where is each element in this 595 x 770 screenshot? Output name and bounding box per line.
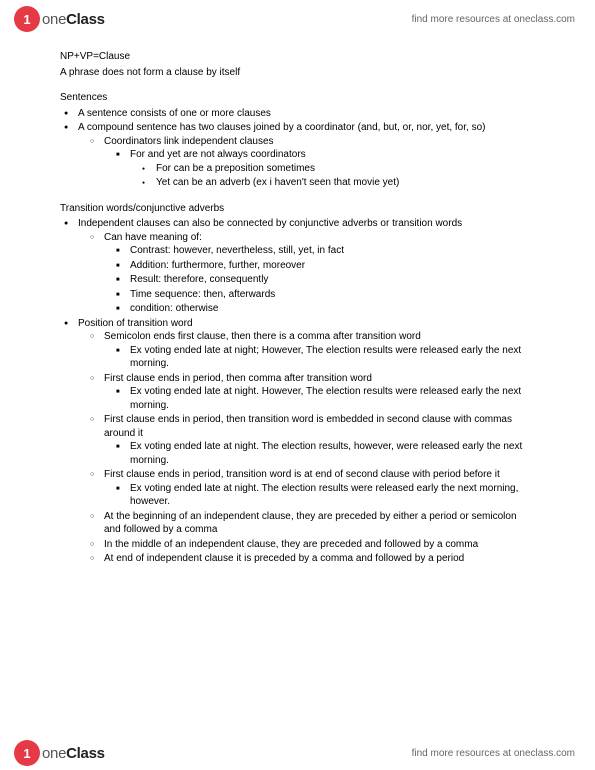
list-text: Ex voting ended late at night. However, … [130,386,521,411]
list-text: A sentence consists of one or more claus… [78,108,271,119]
list-item: Time sequence: then, afterwards [130,288,535,302]
list-text: A compound sentence has two clauses join… [78,122,485,133]
list-item: A sentence consists of one or more claus… [78,107,535,121]
list-text: First clause ends in period, then comma … [104,373,372,384]
list-item: Ex voting ended late at night; However, … [130,344,535,371]
find-more-link-top[interactable]: find more resources at oneclass.com [412,14,575,25]
list-item: In the middle of an independent clause, … [104,538,535,552]
brand-logo-circle: 1 [14,6,40,32]
brand-logo-circle: 1 [14,740,40,766]
list-item: A compound sentence has two clauses join… [78,121,535,190]
find-more-link-bottom[interactable]: find more resources at oneclass.com [412,748,575,759]
list-item: Addition: furthermore, further, moreover [130,259,535,273]
list-text: At the beginning of an independent claus… [104,511,517,536]
list-text: Independent clauses can also be connecte… [78,218,462,229]
list-text: Yet can be an adverb (ex i haven't seen … [156,177,399,188]
page-footer: 1 oneClass find more resources at onecla… [0,734,595,770]
list-text: Contrast: however, nevertheless, still, … [130,245,344,256]
list-text: Ex voting ended late at night. The elect… [130,483,518,508]
list-text: First clause ends in period, then transi… [104,414,512,439]
list-item: Semicolon ends first clause, then there … [104,330,535,371]
list-item: At end of independent clause it is prece… [104,552,535,566]
list-text: Semicolon ends first clause, then there … [104,331,421,342]
list-text: Ex voting ended late at night. The elect… [130,441,522,466]
list-text: Position of transition word [78,318,193,329]
brand-circle-text: 1 [23,746,30,761]
list-item: Contrast: however, nevertheless, still, … [130,244,535,258]
list-text: condition: otherwise [130,303,218,314]
brand-logo: 1 oneClass [14,6,105,32]
list-item: Yet can be an adverb (ex i haven't seen … [156,176,535,190]
list-text: First clause ends in period, transition … [104,469,500,480]
page-header: 1 oneClass find more resources at onecla… [0,0,595,36]
list-item: At the beginning of an independent claus… [104,510,535,537]
section-sentences-heading: Sentences [60,91,535,105]
list-item: condition: otherwise [130,302,535,316]
list-item: Coordinators link independent clauses Fo… [104,135,535,190]
intro-line-1: NP+VP=Clause [60,50,535,64]
list-item: First clause ends in period, transition … [104,468,535,509]
list-item: For and yet are not always coordinators … [130,148,535,190]
transition-list: Independent clauses can also be connecte… [60,217,535,566]
list-item: Ex voting ended late at night. However, … [130,385,535,412]
list-item: Can have meaning of: Contrast: however, … [104,231,535,316]
list-text: At end of independent clause it is prece… [104,553,464,564]
list-text: Time sequence: then, afterwards [130,289,275,300]
brand-logo-footer: 1 oneClass [14,740,105,766]
list-text: Ex voting ended late at night; However, … [130,345,521,370]
list-text: Coordinators link independent clauses [104,136,274,147]
intro-line-2: A phrase does not form a clause by itsel… [60,66,535,80]
list-item: First clause ends in period, then transi… [104,413,535,467]
list-text: Addition: furthermore, further, moreover [130,260,305,271]
sentences-list: A sentence consists of one or more claus… [60,107,535,190]
list-text: Result: therefore, consequently [130,274,268,285]
list-item: For can be a preposition sometimes [156,162,535,176]
brand-logo-text: oneClass [42,11,105,28]
list-item: Ex voting ended late at night. The elect… [130,482,535,509]
brand-text-bold: Class [66,745,105,762]
brand-circle-text: 1 [23,12,30,27]
list-item: Result: therefore, consequently [130,273,535,287]
list-text: For and yet are not always coordinators [130,149,306,160]
list-item: First clause ends in period, then comma … [104,372,535,413]
document-body: NP+VP=Clause A phrase does not form a cl… [0,36,595,647]
list-item: Independent clauses can also be connecte… [78,217,535,316]
brand-logo-text: oneClass [42,745,105,762]
list-item: Ex voting ended late at night. The elect… [130,440,535,467]
list-text: In the middle of an independent clause, … [104,539,478,550]
brand-text-light: one [42,11,66,28]
brand-text-bold: Class [66,11,105,28]
list-text: For can be a preposition sometimes [156,163,315,174]
list-text: Can have meaning of: [104,232,202,243]
section-transition-heading: Transition words/conjunctive adverbs [60,202,535,216]
brand-text-light: one [42,745,66,762]
list-item: Position of transition word Semicolon en… [78,317,535,566]
